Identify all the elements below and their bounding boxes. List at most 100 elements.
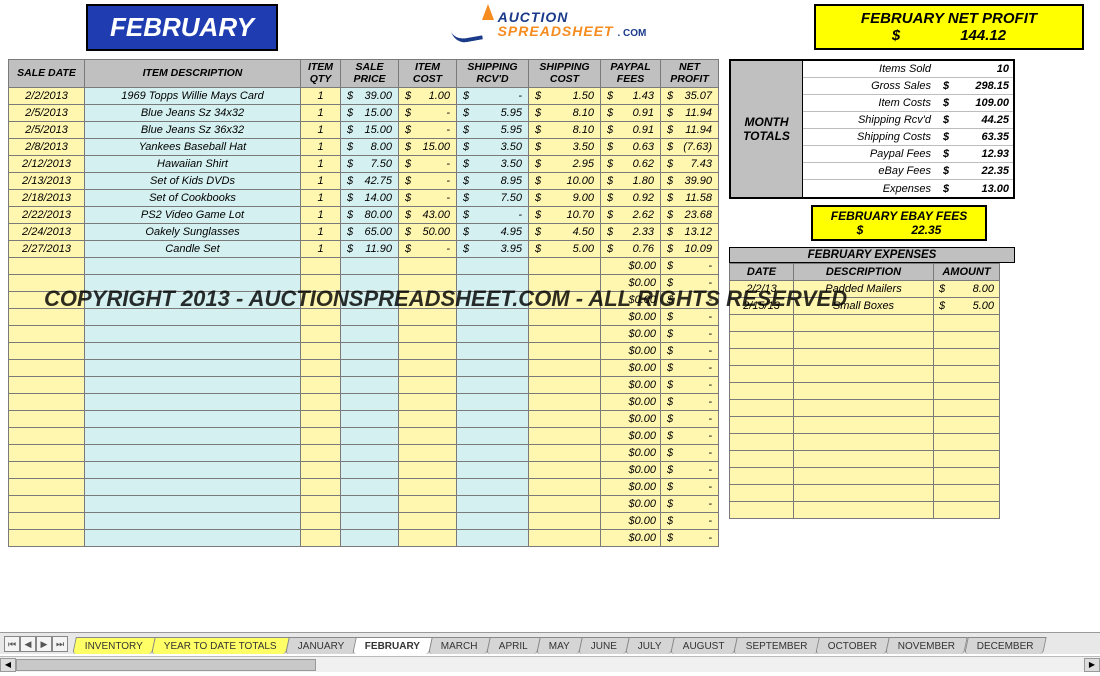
col-header-scst[interactable]: SHIPPINGCOST — [529, 60, 601, 88]
cell-price[interactable]: $7.50 — [341, 156, 399, 173]
cell-empty[interactable] — [301, 445, 341, 462]
cell-paypal[interactable]: $0.00 — [601, 258, 661, 275]
table-row[interactable]: 2/24/2013Oakely Sunglasses1$65.00$50.00$… — [9, 224, 719, 241]
cell-empty[interactable] — [457, 513, 529, 530]
cell-empty[interactable] — [529, 411, 601, 428]
table-row-empty[interactable]: $0.00$- — [9, 479, 719, 496]
table-row[interactable]: 2/5/2013Blue Jeans Sz 36x321$15.00$-$5.9… — [9, 122, 719, 139]
cell-paypal[interactable]: $0.00 — [601, 496, 661, 513]
cell-paypal[interactable]: $0.91 — [601, 122, 661, 139]
tab-nav-next[interactable]: ▶ — [36, 636, 52, 652]
cell-empty[interactable] — [934, 451, 1000, 468]
col-header-ppal[interactable]: PAYPALFEES — [601, 60, 661, 88]
cell-empty[interactable] — [730, 468, 794, 485]
cell-empty[interactable] — [399, 513, 457, 530]
cell-empty[interactable] — [301, 479, 341, 496]
cell-empty[interactable] — [794, 315, 934, 332]
cell-net[interactable]: $- — [661, 360, 719, 377]
cell-empty[interactable] — [85, 343, 301, 360]
sheet-tab-june[interactable]: JUNE — [578, 637, 630, 654]
cell-qty[interactable]: 1 — [301, 207, 341, 224]
cell-net[interactable]: $- — [661, 496, 719, 513]
tab-nav-prev[interactable]: ◀ — [20, 636, 36, 652]
cell-empty[interactable] — [341, 411, 399, 428]
cell-date[interactable]: 2/27/2013 — [9, 241, 85, 258]
cell-empty[interactable] — [529, 479, 601, 496]
cell-empty[interactable] — [794, 366, 934, 383]
cell-empty[interactable] — [341, 428, 399, 445]
cell-empty[interactable] — [301, 326, 341, 343]
cell-net[interactable]: $11.58 — [661, 190, 719, 207]
cell-empty[interactable] — [301, 462, 341, 479]
cell-date[interactable]: 2/18/2013 — [9, 190, 85, 207]
table-row-empty[interactable]: $0.00$- — [9, 513, 719, 530]
table-row-empty[interactable]: $0.00$- — [9, 462, 719, 479]
cell-net[interactable]: $- — [661, 513, 719, 530]
cell-net[interactable]: $- — [661, 530, 719, 547]
cell-qty[interactable]: 1 — [301, 173, 341, 190]
cell-empty[interactable] — [457, 360, 529, 377]
cell-empty[interactable] — [9, 513, 85, 530]
cell-empty[interactable] — [399, 343, 457, 360]
cell-date[interactable]: 2/24/2013 — [9, 224, 85, 241]
cell-date[interactable]: 2/8/2013 — [9, 139, 85, 156]
cell-qty[interactable]: 1 — [301, 105, 341, 122]
cell-desc[interactable]: Blue Jeans Sz 36x32 — [85, 122, 301, 139]
cell-paypal[interactable]: $0.00 — [601, 360, 661, 377]
cell-desc[interactable]: Set of Cookbooks — [85, 190, 301, 207]
cell-net[interactable]: $- — [661, 411, 719, 428]
sheet-tab-july[interactable]: JULY — [625, 637, 674, 654]
cell-empty[interactable] — [730, 417, 794, 434]
table-row-empty[interactable]: $0.00$- — [9, 343, 719, 360]
table-row-empty[interactable]: $0.00$- — [9, 445, 719, 462]
cell-empty[interactable] — [301, 530, 341, 547]
cell-desc[interactable]: Hawaiian Shirt — [85, 156, 301, 173]
cell-ship-cost[interactable]: $8.10 — [529, 122, 601, 139]
cell-empty[interactable] — [934, 315, 1000, 332]
tab-nav-last[interactable]: ⏭ — [52, 636, 68, 652]
cell-empty[interactable] — [9, 530, 85, 547]
cell-empty[interactable] — [399, 462, 457, 479]
cell-desc[interactable]: 1969 Topps Willie Mays Card — [85, 88, 301, 105]
cell-paypal[interactable]: $0.00 — [601, 513, 661, 530]
cell-net[interactable]: $- — [661, 428, 719, 445]
cell-empty[interactable] — [399, 479, 457, 496]
cell-empty[interactable] — [529, 377, 601, 394]
cell-empty[interactable] — [934, 502, 1000, 519]
scroll-right-button[interactable]: ▶ — [1084, 658, 1100, 672]
sheet-tab-august[interactable]: AUGUST — [670, 637, 737, 654]
cell-qty[interactable]: 1 — [301, 88, 341, 105]
cell-paypal[interactable]: $0.92 — [601, 190, 661, 207]
col-header-srcv[interactable]: SHIPPINGRCV'D — [457, 60, 529, 88]
cell-paypal[interactable]: $0.76 — [601, 241, 661, 258]
table-row-empty[interactable]: $0.00$- — [9, 394, 719, 411]
cell-qty[interactable]: 1 — [301, 122, 341, 139]
cell-cost[interactable]: $- — [399, 190, 457, 207]
cell-empty[interactable] — [399, 530, 457, 547]
cell-net[interactable]: $- — [661, 479, 719, 496]
cell-empty[interactable] — [9, 496, 85, 513]
cell-cost[interactable]: $- — [399, 122, 457, 139]
cell-desc[interactable]: Candle Set — [85, 241, 301, 258]
cell-empty[interactable] — [730, 485, 794, 502]
cell-empty[interactable] — [934, 366, 1000, 383]
cell-empty[interactable] — [794, 451, 934, 468]
cell-net[interactable]: $10.09 — [661, 241, 719, 258]
cell-ship-rcvd[interactable]: $8.95 — [457, 173, 529, 190]
expense-row-empty[interactable] — [730, 434, 1000, 451]
cell-paypal[interactable]: $2.62 — [601, 207, 661, 224]
sheet-tab-inventory[interactable]: INVENTORY — [72, 637, 156, 654]
sheet-tab-april[interactable]: APRIL — [486, 637, 541, 654]
cell-empty[interactable] — [794, 434, 934, 451]
sheet-tab-strip[interactable]: ⏮ ◀ ▶ ⏭ INVENTORYYEAR TO DATE TOTALSJANU… — [0, 632, 1100, 654]
cell-paypal[interactable]: $0.00 — [601, 377, 661, 394]
cell-empty[interactable] — [934, 468, 1000, 485]
cell-empty[interactable] — [457, 462, 529, 479]
cell-cost[interactable]: $- — [399, 105, 457, 122]
cell-empty[interactable] — [457, 411, 529, 428]
table-row[interactable]: 2/8/2013Yankees Baseball Hat1$8.00$15.00… — [9, 139, 719, 156]
cell-empty[interactable] — [457, 377, 529, 394]
cell-desc[interactable]: PS2 Video Game Lot — [85, 207, 301, 224]
exp-col-desc[interactable]: DESCRIPTION — [794, 264, 934, 281]
cell-empty[interactable] — [730, 315, 794, 332]
